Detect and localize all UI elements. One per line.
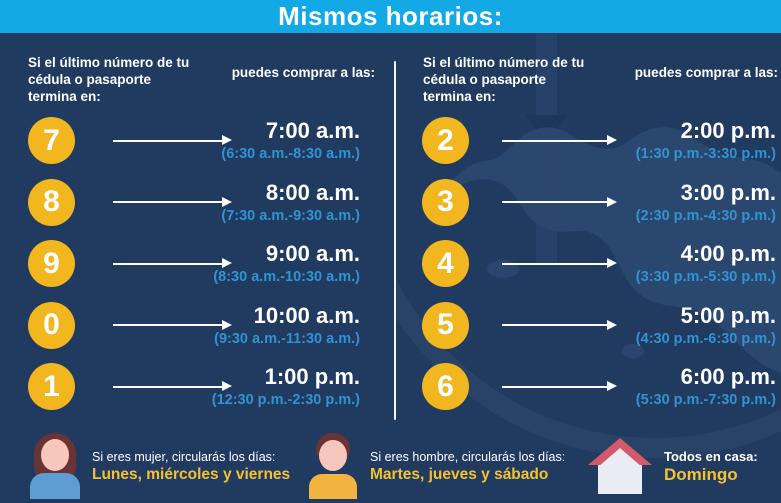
purchase-time: 7:00 a.m. <box>265 118 360 143</box>
digit: 6 <box>437 369 454 403</box>
time-range: (4:30 p.m.-6:30 p.m.) <box>635 330 776 347</box>
digit: 8 <box>43 185 60 219</box>
purchase-time: 10:00 a.m. <box>253 302 360 328</box>
title-bar: Mismos horarios: <box>0 0 781 33</box>
arrow-icon <box>113 258 232 269</box>
digit-badge: 5 <box>422 301 469 349</box>
digit: 7 <box>43 123 60 157</box>
arrow-icon <box>113 319 232 330</box>
digit-badge: 8 <box>28 178 75 226</box>
time-range: (5:30 p.m.-7:30 p.m.) <box>635 392 776 408</box>
schedule-row: 3 3:00 p.m. (2:30 p.m.-4:30 p.m.) <box>390 172 781 234</box>
digit: 5 <box>437 308 454 342</box>
time-range: (12:30 p.m.-2:30 p.m.) <box>211 392 360 408</box>
arrow-icon <box>502 381 617 392</box>
schedule-row: 5 5:00 p.m. (4:30 p.m.-6:30 p.m.) <box>390 295 781 357</box>
arrow-icon <box>502 258 617 269</box>
action-text: puedes comprar a las: <box>634 65 778 80</box>
time-range: (2:30 p.m.-4:30 p.m.) <box>635 207 776 224</box>
time-range: (7:30 a.m.-9:30 a.m.) <box>221 207 360 224</box>
schedule-column-morning: Si el último número de tu cédula o pasap… <box>0 33 390 430</box>
schedule-row: 8 8:00 a.m. (7:30 a.m.-9:30 a.m.) <box>0 172 390 234</box>
criteria-line: termina en: <box>28 89 101 104</box>
home-rule-days: Domingo <box>664 464 738 484</box>
digit-badge: 7 <box>28 117 75 165</box>
time-range: (9:30 a.m.-11:30 a.m.) <box>214 330 360 347</box>
schedule-row: 1 1:00 p.m. (12:30 p.m.-2:30 p.m.) <box>0 356 390 418</box>
purchase-time: 1:00 p.m. <box>264 364 360 389</box>
schedule-row: 7 7:00 a.m. (6:30 a.m.-8:30 a.m.) <box>0 110 390 172</box>
digit: 4 <box>437 246 454 280</box>
digit: 0 <box>43 308 60 342</box>
men-rule: Si eres hombre, circularás los días: Mar… <box>308 433 565 499</box>
time-range: (3:30 p.m.-5:30 p.m.) <box>635 269 776 285</box>
criteria-line: termina en: <box>423 89 496 104</box>
digit-badge: 2 <box>422 117 469 165</box>
schedule-row: 6 6:00 p.m. (5:30 p.m.-7:30 p.m.) <box>390 356 781 418</box>
arrow-icon <box>502 135 617 146</box>
schedule-row: 4 4:00 p.m. (3:30 p.m.-5:30 p.m.) <box>390 233 781 295</box>
criteria-text: Si el último número de tu cédula o pasap… <box>423 54 584 105</box>
digit-badge: 4 <box>422 240 469 288</box>
digit: 3 <box>437 185 454 219</box>
digit: 9 <box>43 246 60 280</box>
home-rule-label: Todos en casa: <box>664 448 758 464</box>
digit-badge: 3 <box>422 178 469 226</box>
women-rule-days: Lunes, miércoles y viernes <box>92 465 291 483</box>
arrow-icon <box>113 381 232 392</box>
digit: 1 <box>43 369 60 403</box>
footer-rules: Si eres mujer, circularás los días: Lune… <box>0 430 781 503</box>
criteria-line: Si el último número de tu <box>423 55 585 70</box>
column-divider <box>394 61 396 420</box>
arrow-icon <box>502 196 617 207</box>
women-rule: Si eres mujer, circularás los días: Lune… <box>30 433 290 499</box>
arrow-icon <box>502 319 617 330</box>
time-range: (8:30 a.m.-10:30 a.m.) <box>213 269 360 285</box>
women-rule-label: Si eres mujer, circularás los días: <box>92 449 276 464</box>
time-range: (6:30 a.m.-8:30 a.m.) <box>221 146 360 162</box>
purchase-time: 4:00 p.m. <box>680 241 776 266</box>
purchase-time: 5:00 p.m. <box>680 302 776 328</box>
digit-badge: 9 <box>28 240 75 288</box>
arrow-icon <box>113 135 232 146</box>
purchase-time: 3:00 p.m. <box>680 179 776 205</box>
page-title: Mismos horarios: <box>278 1 503 31</box>
purchase-time: 6:00 p.m. <box>680 364 776 389</box>
house-icon <box>588 438 652 494</box>
purchase-time: 8:00 a.m. <box>265 179 360 205</box>
purchase-time: 9:00 a.m. <box>265 241 360 266</box>
schedule-column-afternoon: Si el último número de tu cédula o pasap… <box>390 33 781 430</box>
digit-badge: 0 <box>28 301 75 349</box>
schedule-row: 9 9:00 a.m. (8:30 a.m.-10:30 a.m.) <box>0 233 390 295</box>
schedule-row: 2 2:00 p.m. (1:30 p.m.-3:30 p.m.) <box>390 110 781 172</box>
home-rule: Todos en casa: Domingo <box>588 438 758 494</box>
woman-icon <box>30 433 80 499</box>
criteria-text: Si el último número de tu cédula o pasap… <box>28 54 189 105</box>
criteria-line: cédula o pasaporte <box>423 72 547 87</box>
digit: 2 <box>437 123 454 157</box>
men-rule-label: Si eres hombre, circularás los días: <box>370 449 566 464</box>
criteria-line: cédula o pasaporte <box>28 72 152 87</box>
time-range: (1:30 p.m.-3:30 p.m.) <box>635 146 776 162</box>
criteria-line: Si el último número de tu <box>28 55 190 70</box>
purchase-time: 2:00 p.m. <box>680 118 776 143</box>
digit-badge: 6 <box>422 363 469 411</box>
schedule-rows: 7 7:00 a.m. (6:30 a.m.-8:30 a.m.) 8 8:00… <box>0 110 390 418</box>
schedule-row: 0 10:00 a.m. (9:30 a.m.-11:30 a.m.) <box>0 295 390 357</box>
schedule-rows: 2 2:00 p.m. (1:30 p.m.-3:30 p.m.) 3 3:00… <box>390 110 781 418</box>
men-rule-days: Martes, jueves y sábado <box>370 465 549 483</box>
digit-badge: 1 <box>28 363 75 411</box>
action-text: puedes comprar a las: <box>231 65 375 80</box>
arrow-icon <box>113 196 232 207</box>
man-icon <box>308 433 358 499</box>
